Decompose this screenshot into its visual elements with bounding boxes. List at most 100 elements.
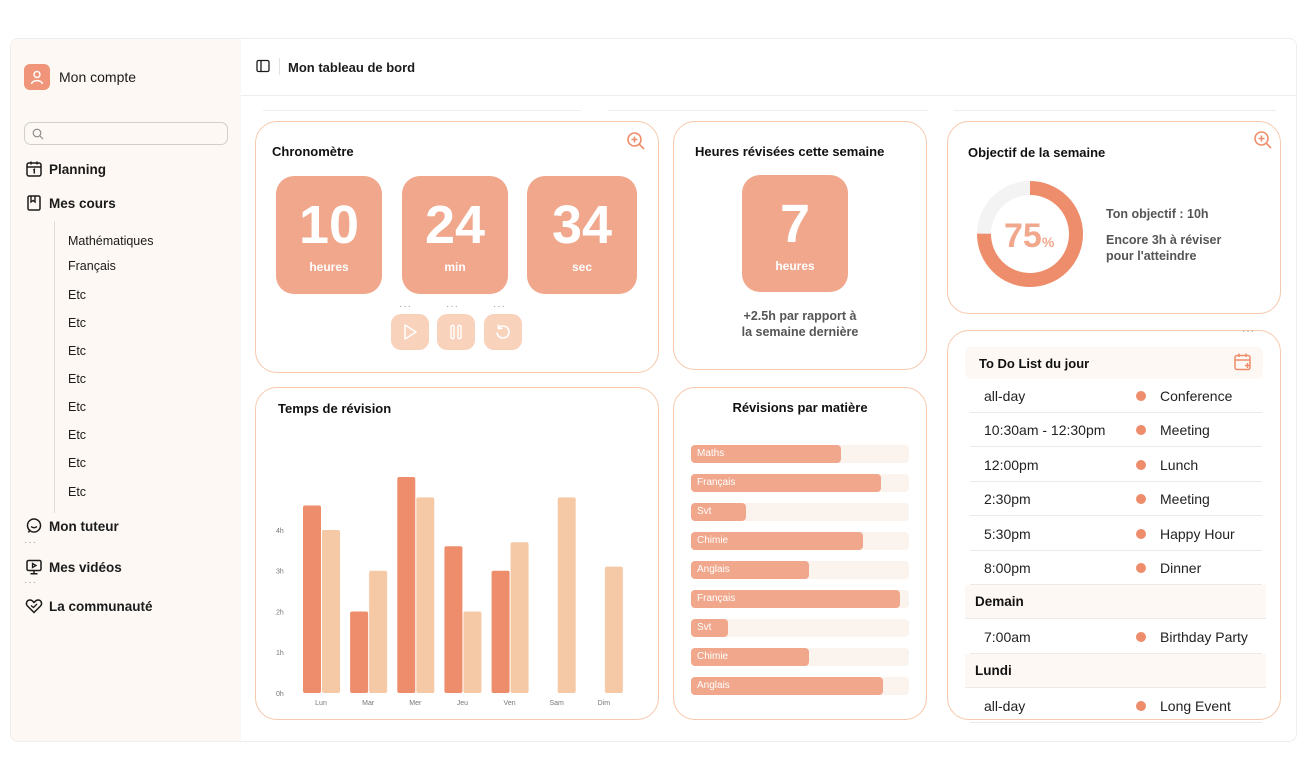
reset-button[interactable]	[484, 314, 522, 350]
subject-bar-label: Maths	[697, 448, 725, 459]
todo-row[interactable]: 2:30pm Meeting	[970, 482, 1262, 517]
chart-bar	[322, 529, 340, 693]
event-dot	[1136, 563, 1146, 573]
zoom-in-icon[interactable]	[626, 131, 646, 156]
todo-event: Lunch	[1160, 456, 1199, 473]
todo-row[interactable]: all-day Conference	[970, 379, 1262, 413]
chat-icon	[24, 516, 44, 536]
chart-bar	[491, 570, 510, 693]
card-title: Chronomètre	[272, 144, 354, 159]
calendar-icon	[24, 159, 44, 179]
goal-percent-value: 75	[1004, 217, 1042, 255]
todo-row[interactable]: 10:30am - 12:30pm Meeting	[970, 413, 1262, 448]
subject-bar	[691, 474, 881, 492]
todo-time: all-day	[984, 388, 1026, 404]
chart-bar	[416, 497, 435, 693]
play-button[interactable]	[391, 314, 429, 350]
course-item[interactable]: Français	[68, 259, 116, 273]
video-icon	[24, 557, 44, 577]
chart-bar	[557, 497, 576, 693]
chart-bar	[303, 505, 321, 693]
sidebar-toggle-icon[interactable]	[256, 59, 270, 78]
sidebar-item-mes-cours[interactable]: Mes cours	[24, 193, 116, 213]
todo-row[interactable]: 8:00pm Dinner	[970, 551, 1262, 585]
y-tick-label: 4h	[276, 528, 284, 535]
sidebar-item-label: Mon tuteur	[49, 518, 119, 534]
account-button[interactable]: Mon compte	[24, 64, 136, 90]
weekly-hours-tile: 7 heures	[742, 175, 848, 292]
sidebar-item-tuteur[interactable]: Mon tuteur	[24, 516, 119, 536]
search-input[interactable]	[24, 122, 228, 145]
revision-time-card: Temps de révision 0h 1h 2h 3h 4h Lun Mar Mer Jeu…	[255, 387, 659, 720]
divider	[608, 110, 928, 111]
drag-handle: ···	[24, 537, 37, 548]
course-list-divider	[54, 221, 55, 513]
course-item[interactable]: Etc	[68, 316, 87, 330]
book-icon	[24, 193, 44, 213]
sidebar-item-label: La communauté	[49, 598, 153, 614]
event-dot	[1136, 528, 1146, 539]
goal-remaining-line: pour l'atteindre	[1106, 249, 1197, 263]
minutes-tile: 24 min	[402, 176, 508, 294]
todo-time: 12:00pm	[984, 456, 1039, 473]
course-item[interactable]: Etc	[68, 428, 87, 442]
todo-card: To Do List du jour all-day Conference 10:3…	[947, 330, 1281, 723]
todo-row[interactable]: 12:00pm Lunch	[970, 448, 1262, 482]
chart-bar	[604, 566, 623, 693]
subject-bar	[691, 561, 809, 579]
course-item[interactable]: Etc	[68, 400, 87, 414]
todo-row[interactable]: all-day Long Event	[970, 689, 1262, 723]
goal-remaining: Encore 3h à réviser pour l'atteindre	[1106, 232, 1221, 264]
x-tick-label: Dim	[598, 700, 611, 707]
comparison-line: +2.5h par rapport à	[743, 309, 857, 323]
course-item[interactable]: Etc	[68, 485, 87, 499]
hours-value: 10	[298, 195, 360, 255]
weekly-hours-card: Heures révisées cette semaine 7 heures +…	[673, 121, 927, 370]
zoom-in-icon[interactable]	[1253, 130, 1273, 155]
subject-bar-label: Svt	[697, 622, 712, 633]
todo-event: Conference	[1160, 388, 1233, 404]
sidebar-item-videos[interactable]: Mes vidéos	[24, 557, 122, 577]
subject-bar	[691, 590, 901, 608]
chart-bar	[369, 570, 388, 693]
subject-bar	[691, 532, 864, 550]
card-title: Temps de révision	[278, 401, 392, 416]
todo-time: 8:00pm	[984, 560, 1031, 576]
play-icon	[404, 324, 417, 340]
add-event-icon[interactable]	[1233, 352, 1253, 377]
page-title: Mon tableau de bord	[288, 60, 416, 75]
course-item[interactable]: Etc	[68, 288, 87, 302]
hours-tile: 10 heures	[276, 176, 382, 294]
sidebar-item-planning[interactable]: Planning	[24, 159, 106, 179]
goal-progress-ring	[977, 181, 1083, 287]
sidebar-item-label: Mes vidéos	[49, 559, 122, 575]
revision-time-chart: 0h 1h 2h 3h 4h Lun Mar Mer Jeu Ven Sam Dim	[276, 477, 623, 707]
sidebar-item-label: Mes cours	[49, 195, 116, 211]
subject-bar	[691, 445, 842, 463]
todo-time: 2:30pm	[984, 491, 1031, 508]
header-divider	[279, 58, 280, 75]
subject-bar	[691, 619, 729, 637]
todo-event: Long Event	[1160, 697, 1231, 714]
sidebar-item-label: Planning	[49, 161, 106, 177]
chart-bar	[463, 611, 482, 693]
y-tick-label: 3h	[276, 569, 284, 576]
todo-row[interactable]: 5:30pm Happy Hour	[970, 517, 1262, 551]
todo-event: Happy Hour	[1160, 525, 1235, 542]
comparison-text: +2.5h par rapport à la semaine dernière	[674, 308, 926, 340]
course-item[interactable]: Etc	[68, 372, 87, 386]
sidebar-item-communaute[interactable]: La communauté	[24, 596, 153, 616]
course-item[interactable]: Etc	[68, 344, 87, 358]
chart-bar	[510, 542, 529, 693]
seconds-tile: 34 sec	[527, 176, 637, 294]
todo-event: Dinner	[1160, 560, 1202, 576]
course-item[interactable]: Mathématiques	[68, 234, 154, 248]
todo-time: all-day	[984, 697, 1026, 714]
pause-button[interactable]	[437, 314, 475, 350]
todo-row[interactable]: 7:00am Birthday Party	[970, 620, 1262, 654]
x-tick-label: Lun	[315, 700, 327, 707]
chart-bar	[444, 546, 463, 693]
course-item[interactable]: Etc	[68, 456, 87, 470]
y-tick-label: 1h	[276, 650, 284, 657]
weekly-hours-unit: heures	[775, 259, 815, 273]
